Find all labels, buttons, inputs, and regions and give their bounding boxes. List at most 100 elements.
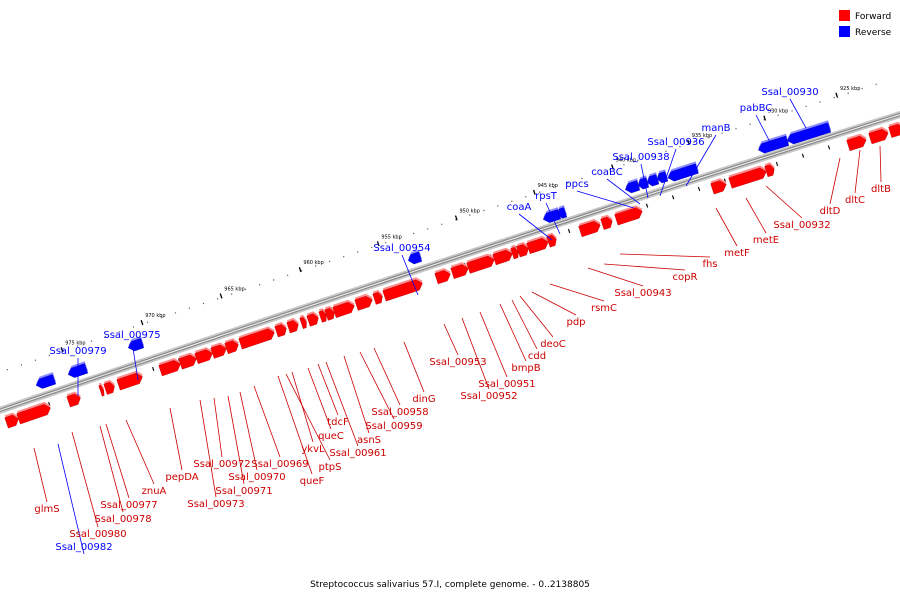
leader-line — [343, 355, 370, 434]
track-dot — [511, 200, 513, 202]
leader-line — [755, 114, 773, 147]
leader-line — [854, 149, 861, 194]
kbp-tick-label: 950 kbp — [460, 209, 480, 215]
leader-line — [829, 157, 841, 205]
map-caption: Streptococcus salivarius 57.I, complete … — [310, 580, 590, 590]
kbp-tick-mark — [219, 293, 223, 299]
gene-label-text: dltB — [871, 184, 891, 195]
gene-label-ssal-00953: Ssal_00953 — [429, 323, 487, 368]
gene-label-glms: glmS — [33, 447, 60, 515]
gene-label-text: ppcs — [565, 179, 588, 190]
track-dot — [833, 96, 835, 99]
leader-line — [443, 323, 459, 356]
gene-arrow-coabc — [638, 175, 650, 190]
gene-label-metf: metF — [715, 207, 750, 259]
gene-label-text: asnS — [357, 435, 381, 446]
gene-label-text: Ssal_00969 — [251, 459, 308, 470]
leader-line — [499, 303, 527, 362]
kbp-tick-label: 935 kbp — [692, 133, 712, 139]
gene-arrow-body — [16, 404, 51, 425]
track-dot — [413, 232, 415, 235]
leader-line — [401, 254, 419, 296]
gene-arrow-manb — [667, 161, 699, 182]
gene-arrow-forward-block-6 — [158, 358, 181, 377]
gene-arrow-body — [103, 381, 115, 395]
gene-label-text: Ssal_00936 — [647, 137, 704, 148]
gene-label-text: Ssal_00954 — [373, 243, 430, 254]
gene-label-quef: queF — [277, 375, 325, 487]
track-dot — [707, 137, 709, 139]
leader-line — [519, 295, 554, 338]
gene-label-text: Ssal_00951 — [478, 379, 535, 390]
track-dot — [735, 128, 737, 130]
track-dot — [343, 256, 345, 258]
gene-arrow-body — [194, 349, 213, 365]
gene-label-ssal-00952: Ssal_00952 — [460, 317, 518, 402]
track-dot — [693, 141, 695, 143]
track-dot — [427, 228, 429, 230]
gene-label-coaa: coaA — [507, 202, 553, 241]
gene-arrow-body — [372, 292, 383, 305]
gene-label-ssal-00932: Ssal_00932 — [765, 185, 831, 231]
gene-arrow-body — [332, 301, 355, 318]
gene-label-text: Ssal_00980 — [69, 529, 126, 540]
track-dot — [623, 164, 625, 166]
gene-arrow-forward-block-28 — [526, 235, 549, 254]
gene-arrow-body — [466, 255, 495, 274]
track-dot — [272, 279, 275, 281]
kbp-tick-mark — [763, 115, 767, 121]
gene-label-text: dltD — [820, 206, 841, 217]
gene-arrow-body — [35, 374, 57, 389]
leader-line — [745, 197, 767, 234]
gene-label-ssal-00980: Ssal_00980 — [69, 431, 127, 540]
gene-label-ssal-00958: Ssal_00958 — [371, 347, 429, 418]
gene-label-text: Ssal_00943 — [614, 288, 671, 299]
track-dot — [497, 205, 499, 207]
leader-line — [640, 163, 649, 199]
gene-label-ssal-00951: Ssal_00951 — [478, 311, 536, 390]
gene-label-text: fhs — [702, 259, 717, 270]
track-dot — [286, 274, 289, 277]
gene-arrow-forward-block-26 — [510, 244, 519, 260]
leader-line — [659, 148, 677, 197]
gene-label-ssal-00971: Ssal_00971 — [215, 395, 273, 497]
gene-arrow-forward-block-17 — [324, 305, 335, 321]
kbp-tick-mark — [454, 215, 458, 221]
leader-line — [213, 397, 223, 458]
leader-line — [33, 447, 48, 503]
gene-label-text: Ssal_00938 — [612, 152, 669, 163]
gene-label-text: Ssal_00971 — [215, 486, 272, 497]
gene-arrow-body — [324, 307, 335, 321]
gene-label-text: Ssal_00932 — [773, 220, 830, 231]
gene-label-quec: queC — [307, 367, 344, 442]
legend-reverse-label: Reverse — [855, 28, 892, 38]
gene-label-text: Ssal_00953 — [429, 357, 486, 368]
leader-line — [606, 178, 641, 205]
gene-label-ssal-00972: Ssal_00972 — [193, 397, 251, 470]
gene-arrow-body — [492, 249, 513, 266]
gene-arrow-forward-block-20 — [372, 289, 383, 305]
gene-label-copr: copR — [603, 263, 698, 283]
gene-arrow-body — [710, 180, 727, 195]
gene-label-tdcf: tdcF — [317, 363, 349, 428]
gene-arrow-forward-block-10 — [224, 338, 239, 355]
track-dot — [581, 177, 583, 180]
leader-line — [227, 395, 245, 485]
gene-arrow-forward-block-11 — [238, 326, 275, 350]
gene-arrow-body — [286, 320, 299, 334]
gene-label-ssal-00969: Ssal_00969 — [251, 385, 309, 470]
track-dot — [385, 242, 387, 244]
gene-label-ptps: ptpS — [285, 373, 341, 473]
track-dot — [328, 260, 331, 263]
gene-label-text: coaA — [507, 202, 532, 213]
gene-arrow-body — [158, 360, 181, 377]
minor-tick — [827, 145, 831, 150]
gene-arrow-body — [116, 372, 143, 391]
gene-label-rpst: rpsT — [535, 191, 561, 235]
leader-line — [789, 98, 807, 129]
gene-label-bmpb: bmpB — [499, 303, 541, 374]
gene-arrow-body — [4, 414, 19, 429]
leader-line — [277, 375, 313, 475]
leader-line — [549, 283, 605, 302]
